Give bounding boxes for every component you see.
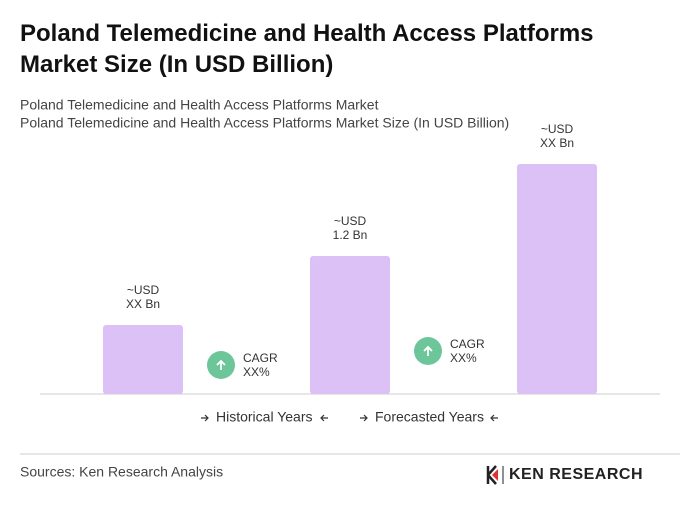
bar <box>103 325 183 394</box>
logo-icon <box>486 465 504 485</box>
subtitle: Poland Telemedicine and Health Access Pl… <box>20 115 509 131</box>
bar <box>517 164 597 394</box>
source: Sources: Ken Research Analysis <box>20 464 223 480</box>
value-label: ~USD 1.2 Bn <box>333 214 368 242</box>
cagr-label: CAGR XX% <box>450 337 485 365</box>
period-label: Historical Years <box>216 409 313 425</box>
bar <box>310 256 390 394</box>
subtitle: Poland Telemedicine and Health Access Pl… <box>20 97 379 113</box>
value-label: ~USD XX Bn <box>540 122 574 150</box>
cagr-label: CAGR XX% <box>243 351 278 379</box>
logo: KEN RESEARCH <box>509 466 643 483</box>
value-label: ~USD XX Bn <box>126 283 160 311</box>
chart-title: Poland Telemedicine and Health Access Pl… <box>20 20 594 78</box>
cagr-arrow <box>216 359 226 370</box>
arrows <box>201 414 498 422</box>
period-label: Forecasted Years <box>375 409 484 425</box>
cagr-arrow <box>423 345 433 356</box>
